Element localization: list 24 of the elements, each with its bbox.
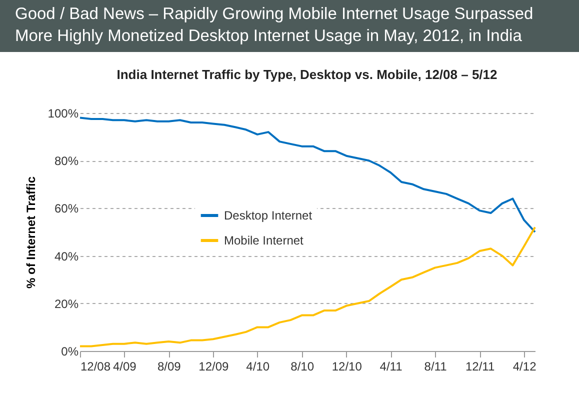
chart-title: Good / Bad News – Rapidly Growing Mobile Internet Usage Surpassed More Highly Monetized Desktop Internet Usage in May, 2012, in India	[15, 5, 534, 45]
y-tick-label: 60%	[54, 202, 79, 216]
y-tick-label: 40%	[54, 249, 79, 264]
legend-label: Mobile Internet	[224, 234, 304, 248]
x-tick-label: 4/12	[512, 360, 537, 374]
x-tick-label: 12/09	[198, 360, 230, 374]
y-tick-label: 20%	[54, 296, 79, 311]
y-axis-title: % of Internet Traffic	[24, 176, 38, 289]
x-tick-label: 8/10	[290, 360, 314, 374]
x-tick-label: 12/10	[332, 360, 362, 374]
x-tick-label: 4/11	[380, 360, 403, 374]
x-tick-label: 8/11	[424, 360, 448, 374]
line-series	[79, 226, 536, 348]
x-tick-label: 12/11	[465, 360, 495, 374]
legend-label: Desktop Internet	[224, 208, 313, 222]
x-tick-label: 12/08	[80, 360, 111, 374]
x-tick-label: 4/10	[246, 360, 270, 374]
line-series	[79, 116, 536, 233]
y-tick-label: 100%	[48, 106, 79, 120]
y-tick-label: 0%	[61, 344, 79, 358]
x-tick-label: 8/09	[157, 360, 182, 374]
chart-subtitle: India Internet Traffic by Type, Desktop vs. Mobile, 12/08 – 5/12	[116, 67, 498, 82]
y-tick-label: 80%	[54, 154, 79, 168]
x-tick-label: 4/09	[112, 360, 137, 374]
